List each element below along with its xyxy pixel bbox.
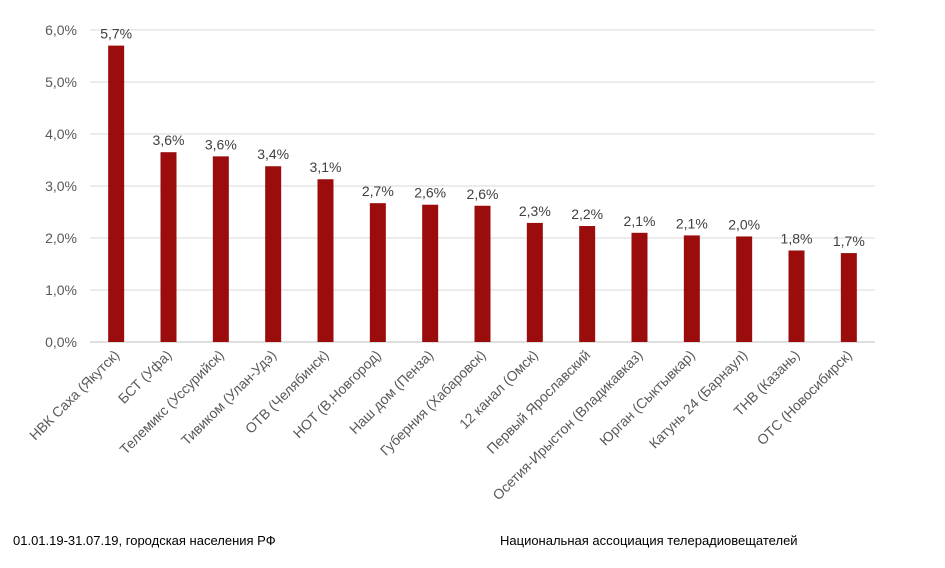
x-category-label: Первый Ярославский: [483, 347, 593, 457]
data-label: 2,2%: [571, 206, 603, 222]
bar: [788, 250, 805, 342]
bar: [631, 232, 648, 342]
data-label: 3,6%: [205, 136, 237, 152]
x-category-label: Катунь 24 (Барнаул): [646, 347, 751, 452]
data-labels: 5,7% 3,6% 3,6% 3,4% 3,1% 2,7% 2,6% 2,6% 2,3% 2,2%…: [100, 26, 865, 249]
data-label: 2,6%: [467, 186, 499, 202]
y-tick-label: 4,0%: [45, 126, 77, 142]
x-category-label: ОТС (Новосибирск): [754, 347, 855, 448]
bar: [579, 226, 596, 342]
y-tick-label: 5,0%: [45, 74, 77, 90]
x-category-label: Телемикс (Уссурийск): [116, 347, 227, 458]
bar: [474, 205, 491, 342]
y-tick-label: 3,0%: [45, 178, 77, 194]
data-label: 2,0%: [728, 216, 760, 232]
x-category-label: Губерния (Хабаровск): [377, 347, 489, 459]
bar-chart: 0,0% 1,0% 2,0% 3,0% 4,0% 5,0% 6,0% 5,7% 3,6% 3,6…: [26, 22, 875, 503]
x-category-label: Юрган (Сыктывкар): [596, 347, 698, 449]
bar: [526, 222, 543, 342]
bar: [265, 166, 282, 342]
data-label: 3,1%: [310, 159, 342, 175]
x-category-label: НОТ (В.Новгород): [290, 347, 384, 441]
data-label: 2,7%: [362, 183, 394, 199]
data-label: 2,6%: [414, 185, 446, 201]
footer-source: Национальная ассоциация телерадиовещател…: [500, 533, 798, 548]
data-label: 1,8%: [781, 230, 813, 246]
data-label: 2,1%: [676, 215, 708, 231]
bar: [683, 235, 700, 342]
bar: [317, 179, 334, 342]
y-axis: 0,0% 1,0% 2,0% 3,0% 4,0% 5,0% 6,0%: [45, 22, 77, 350]
bar: [108, 45, 125, 342]
footer-date-range: 01.01.19-31.07.19, городская населения Р…: [13, 533, 276, 548]
bar: [369, 203, 386, 342]
y-tick-label: 2,0%: [45, 230, 77, 246]
y-tick-label: 0,0%: [45, 334, 77, 350]
x-category-label: Тивиком (Улан-Удэ): [178, 347, 279, 448]
y-tick-label: 6,0%: [45, 22, 77, 38]
x-axis: НВК Саха (Якутск)БСТ (Уфа)Телемикс (Уссу…: [26, 347, 855, 503]
data-label: 3,4%: [257, 146, 289, 162]
bar: [160, 152, 177, 342]
data-label: 5,7%: [100, 26, 132, 42]
data-label: 2,1%: [624, 213, 656, 229]
bar: [840, 253, 857, 342]
bar: [736, 236, 753, 342]
bar: [422, 204, 439, 342]
bar: [212, 156, 229, 342]
x-category-label: НВК Саха (Якутск): [26, 347, 122, 443]
bars: [108, 45, 857, 342]
data-label: 1,7%: [833, 233, 865, 249]
data-label: 3,6%: [153, 132, 185, 148]
y-tick-label: 1,0%: [45, 282, 77, 298]
data-label: 2,3%: [519, 203, 551, 219]
